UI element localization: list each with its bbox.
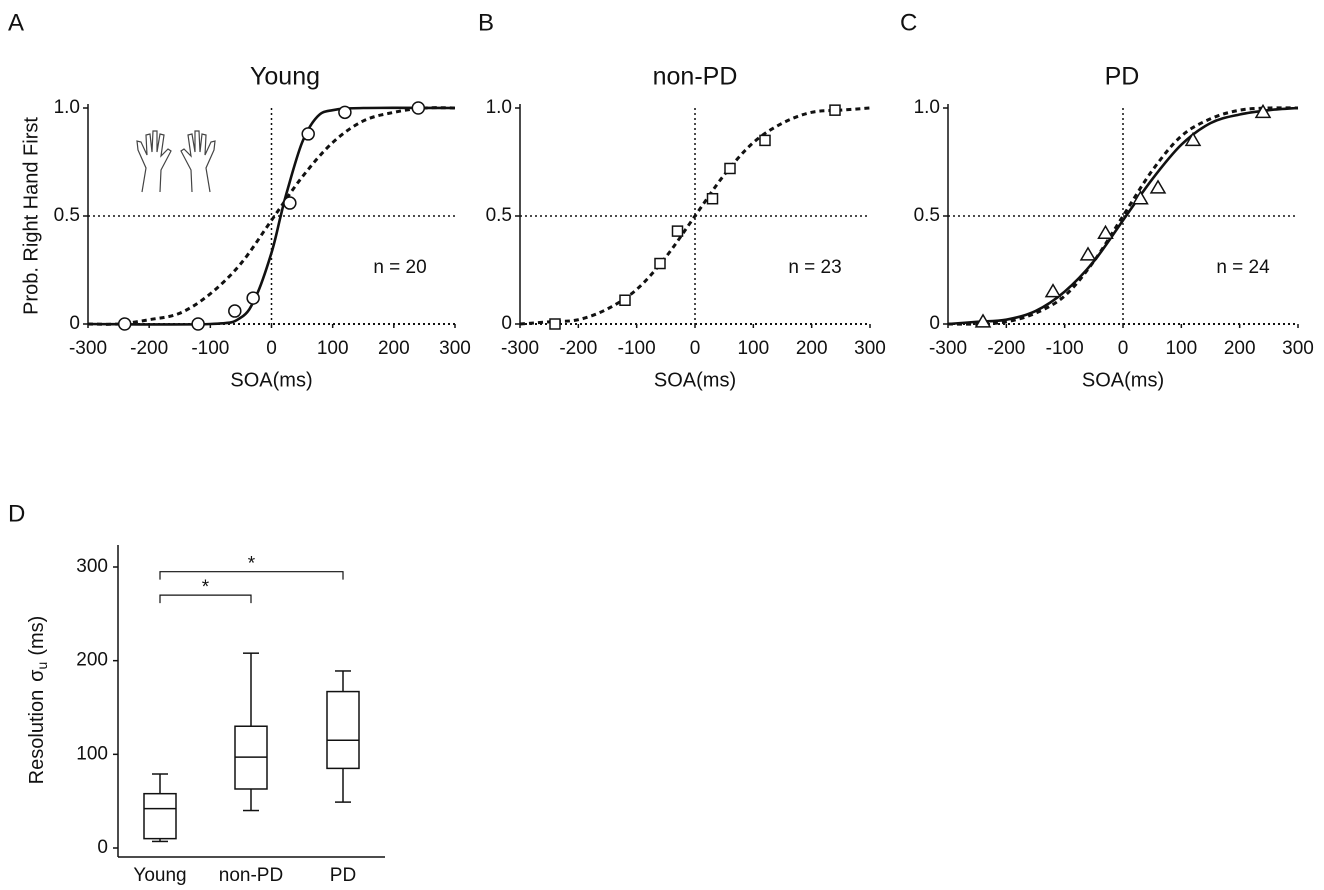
y-axis-label-subscript: u	[34, 662, 50, 670]
y-tick-label: 0	[929, 313, 940, 334]
y-tick-label: 0	[97, 837, 108, 858]
panel-letter: D	[8, 500, 25, 527]
data-point	[619, 294, 631, 306]
y-tick-label: 1.0	[54, 97, 80, 118]
x-tick-label: -200	[987, 338, 1025, 359]
y-tick-label: 1.0	[914, 97, 940, 118]
significance-label: *	[248, 554, 256, 575]
data-point	[246, 291, 260, 305]
x-tick-label: -300	[929, 338, 967, 359]
y-tick-label: 0	[69, 313, 80, 334]
y-tick-label: 0	[501, 313, 512, 334]
x-axis-label: SOA(ms)	[1082, 369, 1164, 391]
y-tick-label: 100	[76, 743, 108, 764]
fit-curve	[947, 106, 1299, 326]
x-tick-label: -300	[69, 338, 107, 359]
data-point	[706, 192, 719, 205]
y-tick-label: 1.0	[486, 97, 512, 118]
data-point	[671, 225, 684, 237]
x-tick-label: 200	[1224, 338, 1256, 359]
x-tick-label: non-PD	[219, 865, 283, 886]
fit-curve-dashed	[87, 106, 456, 326]
x-tick-label: 300	[854, 338, 886, 359]
chart-title: non-PD	[653, 63, 738, 91]
significance-bracket	[159, 571, 344, 580]
x-tick-label: 0	[1118, 338, 1129, 359]
data-point	[829, 104, 841, 116]
data-point	[759, 134, 771, 147]
panel-letter: B	[478, 9, 494, 36]
x-tick-label: PD	[330, 865, 356, 886]
data-point	[191, 317, 205, 331]
chart-title: PD	[1105, 63, 1140, 91]
y-tick-label: 0.5	[914, 205, 940, 226]
data-point	[411, 101, 426, 115]
fit-curve-dashed	[947, 106, 1299, 326]
x-tick-label: -100	[191, 338, 229, 359]
data-point	[974, 313, 992, 328]
x-tick-label: 0	[266, 338, 277, 359]
panel-letter: A	[8, 9, 24, 36]
x-tick-label: Young	[133, 865, 186, 886]
significance-bracket	[159, 594, 252, 604]
annotation: n = 20	[373, 257, 426, 278]
data-point	[1254, 103, 1272, 119]
hands-icon	[136, 130, 216, 193]
chart-title: Young	[250, 63, 320, 91]
data-point	[301, 127, 315, 141]
annotation: n = 23	[788, 257, 841, 278]
x-tick-label: 300	[1282, 338, 1314, 359]
x-tick-label: -200	[559, 338, 597, 359]
data-point	[1097, 224, 1114, 240]
x-tick-label: -200	[130, 338, 168, 359]
significance-label: *	[202, 577, 210, 598]
y-tick-label: 0.5	[54, 205, 80, 226]
x-tick-label: 300	[439, 338, 471, 359]
data-point	[117, 317, 132, 331]
data-point	[1132, 190, 1149, 205]
x-tick-label: -300	[501, 338, 539, 359]
fit-curve	[87, 106, 456, 326]
data-point	[1079, 246, 1097, 261]
data-point	[1149, 179, 1167, 194]
y-axis-label: Resolution σu (ms)	[26, 616, 49, 785]
data-point	[654, 257, 666, 270]
x-tick-label: -100	[1046, 338, 1084, 359]
data-point	[549, 318, 561, 330]
box	[143, 792, 177, 840]
y-tick-label: 300	[76, 556, 108, 577]
y-axis-label-unit: (ms)	[26, 616, 48, 656]
x-tick-label: -100	[618, 338, 656, 359]
x-axis-label: SOA(ms)	[654, 369, 736, 391]
x-tick-label: 100	[737, 338, 769, 359]
y-axis-label-text: Resolution	[26, 690, 48, 785]
data-point	[1184, 131, 1202, 147]
panel-letter: C	[900, 9, 917, 36]
y-tick-label: 0.5	[486, 205, 512, 226]
data-point	[724, 162, 736, 175]
x-axis-label: SOA(ms)	[230, 369, 312, 391]
fit-curve-dashed	[519, 106, 871, 326]
x-tick-label: 0	[690, 338, 701, 359]
x-tick-label: 200	[796, 338, 828, 359]
box	[326, 690, 360, 770]
data-point	[228, 304, 242, 318]
data-point	[1044, 283, 1062, 298]
y-axis-label: Prob. Right Hand First	[20, 117, 42, 315]
x-tick-label: 100	[317, 338, 349, 359]
x-tick-label: 200	[378, 338, 410, 359]
y-axis-label-symbol: σ	[26, 669, 48, 682]
data-point	[338, 105, 352, 120]
y-tick-label: 200	[76, 650, 108, 671]
data-point	[283, 196, 297, 210]
annotation: n = 24	[1216, 257, 1270, 278]
x-tick-label: 100	[1165, 338, 1197, 359]
